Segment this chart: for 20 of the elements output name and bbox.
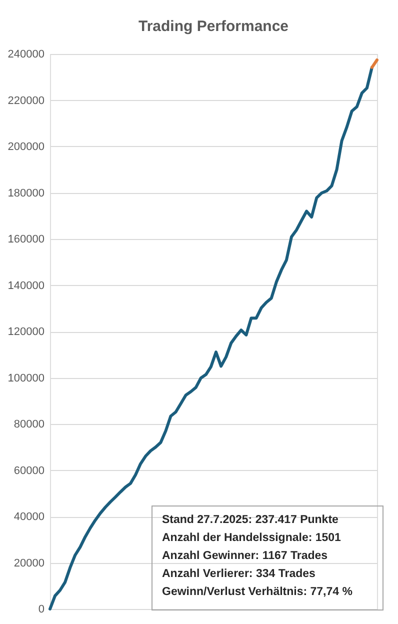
annotation: Anzahl der Handelssignale: 1501 — [162, 532, 342, 544]
y-tick-label: 60000 — [14, 464, 44, 477]
line-series — [48, 66, 374, 610]
y-tick-label: 20000 — [14, 557, 44, 570]
y-tick-label: 200000 — [8, 141, 44, 153]
annotation: Anzahl Gewinner: 1167 Trades — [162, 550, 328, 562]
y-tick-label: 80000 — [14, 418, 44, 430]
y-tick-label: 220000 — [8, 94, 44, 107]
y-tick-label: 180000 — [8, 187, 44, 200]
y-tick-label: 0 — [38, 604, 44, 616]
y-tick-label: 40000 — [14, 511, 44, 523]
annotation: Stand 27.7.2025: 237.417 Punkte — [162, 514, 338, 526]
annotation: Gewinn/Verlust Verhältnis: 77,74 % — [162, 586, 352, 598]
y-tick-label: 140000 — [8, 280, 44, 292]
y-tick-label: 120000 — [8, 326, 44, 338]
y-tick-label: 240000 — [8, 48, 44, 60]
annotation: Anzahl Verlierer: 334 Trades — [162, 568, 316, 580]
y-tick-label: 160000 — [8, 234, 44, 246]
y-tick-label: 100000 — [8, 372, 44, 384]
chart-title: Trading Performance — [138, 18, 289, 35]
